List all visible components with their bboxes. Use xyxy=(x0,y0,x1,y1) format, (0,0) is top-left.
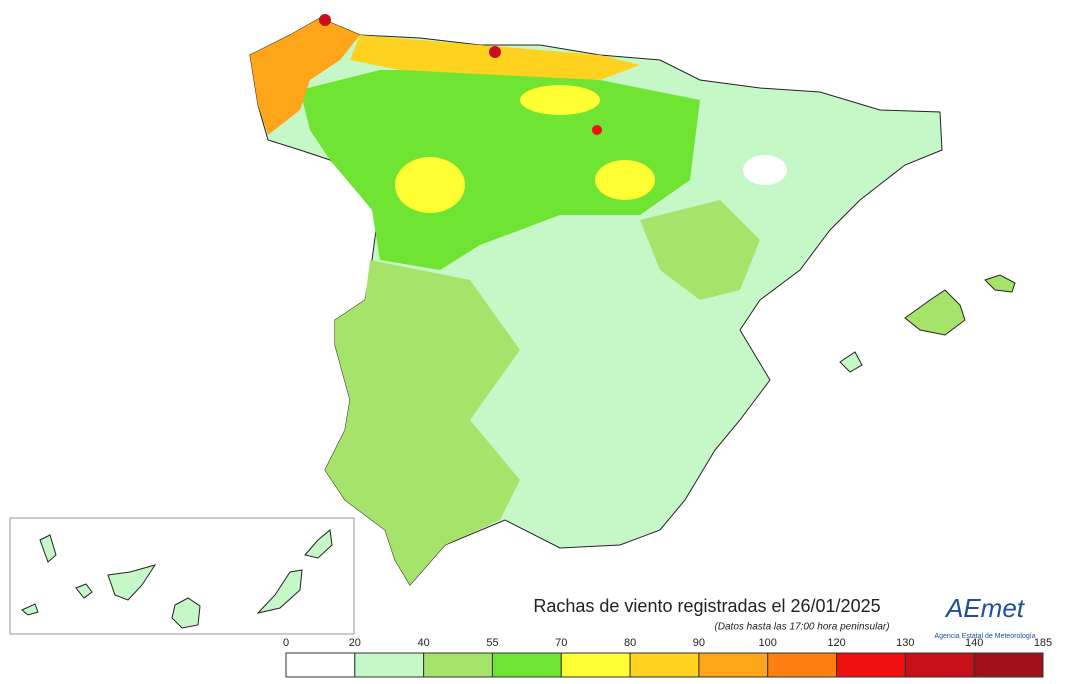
legend-swatch xyxy=(973,652,1044,678)
mallorca xyxy=(904,289,966,336)
tenerife xyxy=(107,564,157,601)
legend-tick-label: 40 xyxy=(418,637,430,649)
la-palma xyxy=(39,534,57,563)
zone-70-80 xyxy=(395,157,465,213)
legend-tick-label: 20 xyxy=(349,637,361,649)
legend-swatch xyxy=(354,652,425,678)
legend-tick-label: 120 xyxy=(827,637,845,649)
menorca xyxy=(984,274,1016,293)
la-gomera xyxy=(75,583,93,599)
legend-tick-label: 90 xyxy=(693,637,705,649)
legend-tick-label: 0 xyxy=(283,637,289,649)
el-hierro xyxy=(21,603,39,616)
map-title: Rachas de viento registradas el 26/01/20… xyxy=(533,596,880,616)
zone-40-55 xyxy=(640,200,760,300)
legend-tick-label: 130 xyxy=(896,637,914,649)
logo-tagline: Agencia Estatal de Meteorología xyxy=(934,633,1035,640)
balearic-islands xyxy=(839,274,1016,373)
legend: 0 20 40 55 70 80 90 100 120 130 140 185 xyxy=(283,637,1052,678)
legend-tick-label: 100 xyxy=(759,637,777,649)
zone-70-80 xyxy=(595,160,655,200)
legend-tick-label: 185 xyxy=(1034,637,1052,649)
fuerteventura xyxy=(256,569,303,614)
zone-130-140 xyxy=(319,14,331,26)
legend-tick-label: 140 xyxy=(965,637,983,649)
canary-inset xyxy=(9,517,355,635)
zone-70-80 xyxy=(520,85,600,115)
ibiza xyxy=(839,351,863,373)
legend-tick-label: 55 xyxy=(486,637,498,649)
peninsula xyxy=(249,14,943,586)
zone-0-20 xyxy=(743,155,787,185)
legend-swatch xyxy=(423,652,493,678)
legend-swatch xyxy=(629,652,700,678)
zone-120-130 xyxy=(592,125,602,135)
legend-tick-label: 80 xyxy=(624,637,636,649)
legend-swatch xyxy=(836,652,906,678)
zone-40-55 xyxy=(325,260,520,585)
legend-swatch xyxy=(698,652,769,678)
legend-swatch xyxy=(285,652,356,678)
zone-55-70 xyxy=(300,70,700,270)
map-subtitle: (Datos hasta las 17:00 hora peninsular) xyxy=(714,622,889,633)
zone-90-100 xyxy=(250,18,360,135)
legend-swatch xyxy=(767,652,838,678)
lanzarote xyxy=(304,529,333,559)
legend-swatch xyxy=(904,652,975,678)
legend-tick-label: 70 xyxy=(555,637,567,649)
legend-swatch xyxy=(491,652,562,678)
zone-130-140 xyxy=(489,46,501,58)
gran-canaria xyxy=(171,597,201,629)
legend-swatch xyxy=(560,652,631,678)
logo: AEmet xyxy=(944,593,1026,623)
